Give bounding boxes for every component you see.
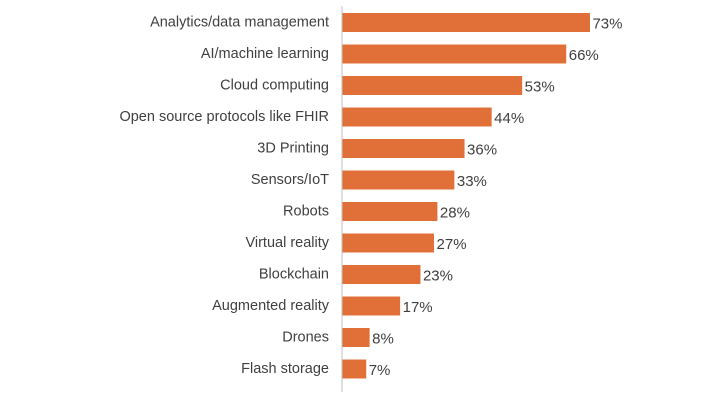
value-label: 73% <box>592 16 622 33</box>
bars-group: Analytics/data management 73% AI/machine l… <box>119 13 623 379</box>
category-label: Virtual reality <box>245 235 329 251</box>
value-label: 33% <box>457 173 487 190</box>
category-label: Blockchain <box>259 267 329 283</box>
category-label: AI/machine learning <box>201 46 329 62</box>
value-label: 7% <box>369 362 391 379</box>
bar <box>342 359 367 379</box>
category-label: Analytics/data management <box>150 15 329 31</box>
bar <box>342 265 421 284</box>
category-label: Cloud computing <box>220 78 329 94</box>
category-label: 3D Printing <box>257 141 329 157</box>
category-label: Flash storage <box>241 361 329 377</box>
bar <box>342 202 438 221</box>
category-label: Robots <box>283 204 329 220</box>
value-label: 23% <box>423 268 453 285</box>
bar <box>342 328 370 347</box>
value-label: 8% <box>372 331 394 348</box>
category-label: Augmented reality <box>212 298 330 314</box>
bar <box>342 76 523 95</box>
bar <box>342 44 567 64</box>
bar <box>342 139 465 158</box>
bar <box>342 296 401 316</box>
category-label: Open source protocols like FHIR <box>119 109 329 125</box>
value-label: 17% <box>403 299 433 316</box>
category-label: Drones <box>282 330 329 346</box>
value-label: 27% <box>437 236 467 253</box>
bar <box>342 170 455 190</box>
bar <box>342 13 590 32</box>
value-label: 28% <box>440 205 470 222</box>
bar <box>342 107 492 127</box>
value-label: 44% <box>494 110 524 127</box>
category-label: Sensors/IoT <box>251 172 329 188</box>
value-label: 66% <box>569 47 599 64</box>
value-label: 36% <box>467 142 497 159</box>
value-label: 53% <box>525 79 555 96</box>
bar <box>342 233 435 253</box>
